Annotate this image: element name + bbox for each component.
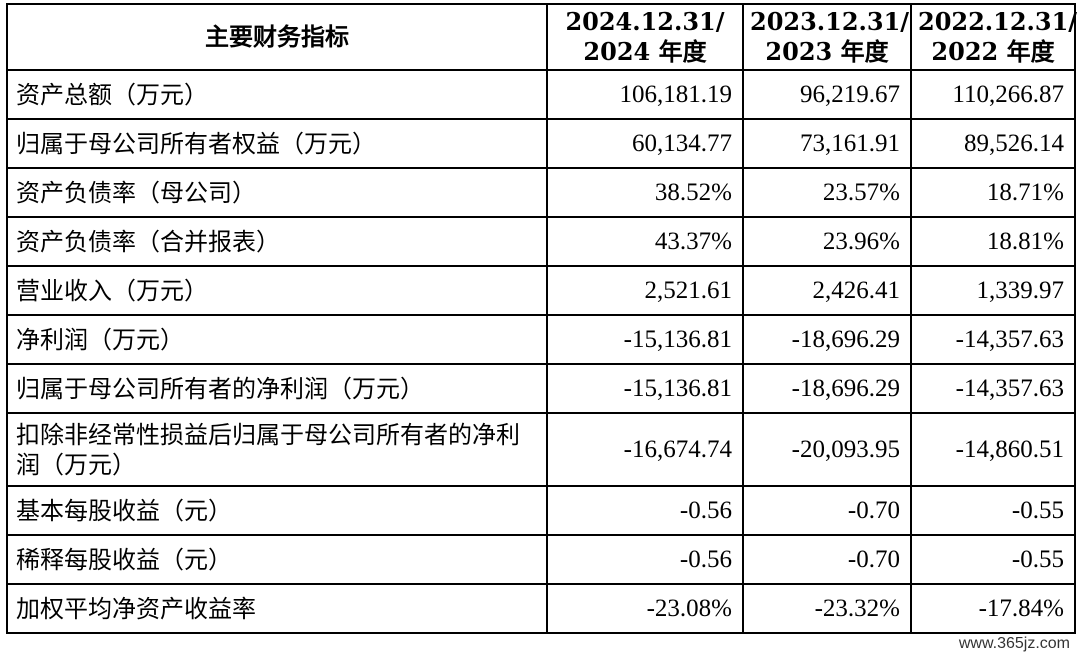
row-value-2024: -23.08% xyxy=(546,583,744,634)
row-label: 加权平均净资产收益率 xyxy=(6,583,548,634)
row-value-2023: -0.70 xyxy=(742,534,912,585)
row-value-2024: 60,134.77 xyxy=(546,118,744,169)
header-row: 主要财务指标 2024.12.31/ 2024 年度 2023.12.31/ 2… xyxy=(6,3,1078,71)
table-row: 净利润（万元） -15,136.81 -18,696.29 -14,357.63 xyxy=(6,314,1076,365)
header-col-2022-year: 2022 年度 xyxy=(931,37,1055,66)
row-value-2023: -23.32% xyxy=(742,583,912,634)
row-value-2024: -15,136.81 xyxy=(546,363,744,414)
row-value-2022: -14,357.63 xyxy=(910,363,1076,414)
row-value-2024: 2,521.61 xyxy=(546,265,744,316)
row-value-2023: 96,219.67 xyxy=(742,69,912,120)
row-value-2022: 89,526.14 xyxy=(910,118,1076,169)
row-value-2024: -0.56 xyxy=(546,534,744,585)
row-value-2023: 23.96% xyxy=(742,216,912,267)
table-row: 资产负债率（母公司） 38.52% 23.57% 18.71% xyxy=(6,167,1076,218)
row-value-2023: -18,696.29 xyxy=(742,363,912,414)
header-col-2024-year: 2024 年度 xyxy=(583,37,707,66)
site-watermark: www.365jz.com xyxy=(952,634,1076,654)
row-value-2022: 18.71% xyxy=(910,167,1076,218)
row-value-2023: -0.70 xyxy=(742,485,912,536)
row-value-2022: 1,339.97 xyxy=(910,265,1076,316)
row-value-2022: -17.84% xyxy=(910,583,1076,634)
row-value-2024: 43.37% xyxy=(546,216,744,267)
row-value-2023: -18,696.29 xyxy=(742,314,912,365)
header-indicator: 主要财务指标 xyxy=(6,3,548,71)
table-row: 稀释每股收益（元） -0.56 -0.70 -0.55 xyxy=(6,534,1076,585)
row-value-2022: -14,357.63 xyxy=(910,314,1076,365)
row-value-2023: 23.57% xyxy=(742,167,912,218)
header-col-2024-date: 2024.12.31/ xyxy=(565,7,725,36)
header-col-2022: 2022.12.31/ 2022 年度 xyxy=(910,3,1078,71)
financial-indicators-table: 主要财务指标 2024.12.31/ 2024 年度 2023.12.31/ 2… xyxy=(6,3,1078,634)
row-label: 归属于母公司所有者的净利润（万元） xyxy=(6,363,548,414)
row-value-2024: -15,136.81 xyxy=(546,314,744,365)
row-label: 资产负债率（母公司） xyxy=(6,167,548,218)
row-value-2022: -14,860.51 xyxy=(910,412,1076,487)
row-value-2022: -0.55 xyxy=(910,534,1076,585)
row-label: 稀释每股收益（元） xyxy=(6,534,548,585)
table-row: 资产负债率（合并报表） 43.37% 23.96% 18.81% xyxy=(6,216,1076,267)
row-value-2022: 110,266.87 xyxy=(910,69,1076,120)
table-row: 归属于母公司所有者的净利润（万元） -15,136.81 -18,696.29 … xyxy=(6,363,1076,414)
table-row: 扣除非经常性损益后归属于母公司所有者的净利润（万元） -16,674.74 -2… xyxy=(6,412,1076,487)
header-col-2024: 2024.12.31/ 2024 年度 xyxy=(546,3,744,71)
table-row: 资产总额（万元） 106,181.19 96,219.67 110,266.87 xyxy=(6,69,1076,120)
row-value-2023: -20,093.95 xyxy=(742,412,912,487)
row-value-2022: -0.55 xyxy=(910,485,1076,536)
table-row: 基本每股收益（元） -0.56 -0.70 -0.55 xyxy=(6,485,1076,536)
header-col-2023-year: 2023 年度 xyxy=(765,37,889,66)
table-row: 归属于母公司所有者权益（万元） 60,134.77 73,161.91 89,5… xyxy=(6,118,1076,169)
row-label: 资产总额（万元） xyxy=(6,69,548,120)
header-col-2023-date: 2023.12.31/ xyxy=(750,7,910,36)
row-value-2024: -16,674.74 xyxy=(546,412,744,487)
row-label: 归属于母公司所有者权益（万元） xyxy=(6,118,548,169)
table-row: 加权平均净资产收益率 -23.08% -23.32% -17.84% xyxy=(6,583,1076,634)
header-col-2023: 2023.12.31/ 2023 年度 xyxy=(742,3,912,71)
row-label: 扣除非经常性损益后归属于母公司所有者的净利润（万元） xyxy=(6,412,548,487)
row-label: 净利润（万元） xyxy=(6,314,548,365)
row-value-2024: 38.52% xyxy=(546,167,744,218)
header-col-2022-date: 2022.12.31/ xyxy=(918,7,1078,36)
row-value-2023: 2,426.41 xyxy=(742,265,912,316)
table-row: 营业收入（万元） 2,521.61 2,426.41 1,339.97 xyxy=(6,265,1076,316)
row-value-2024: 106,181.19 xyxy=(546,69,744,120)
row-value-2022: 18.81% xyxy=(910,216,1076,267)
row-value-2023: 73,161.91 xyxy=(742,118,912,169)
row-label: 资产负债率（合并报表） xyxy=(6,216,548,267)
row-label: 基本每股收益（元） xyxy=(6,485,548,536)
row-label: 营业收入（万元） xyxy=(6,265,548,316)
row-value-2024: -0.56 xyxy=(546,485,744,536)
